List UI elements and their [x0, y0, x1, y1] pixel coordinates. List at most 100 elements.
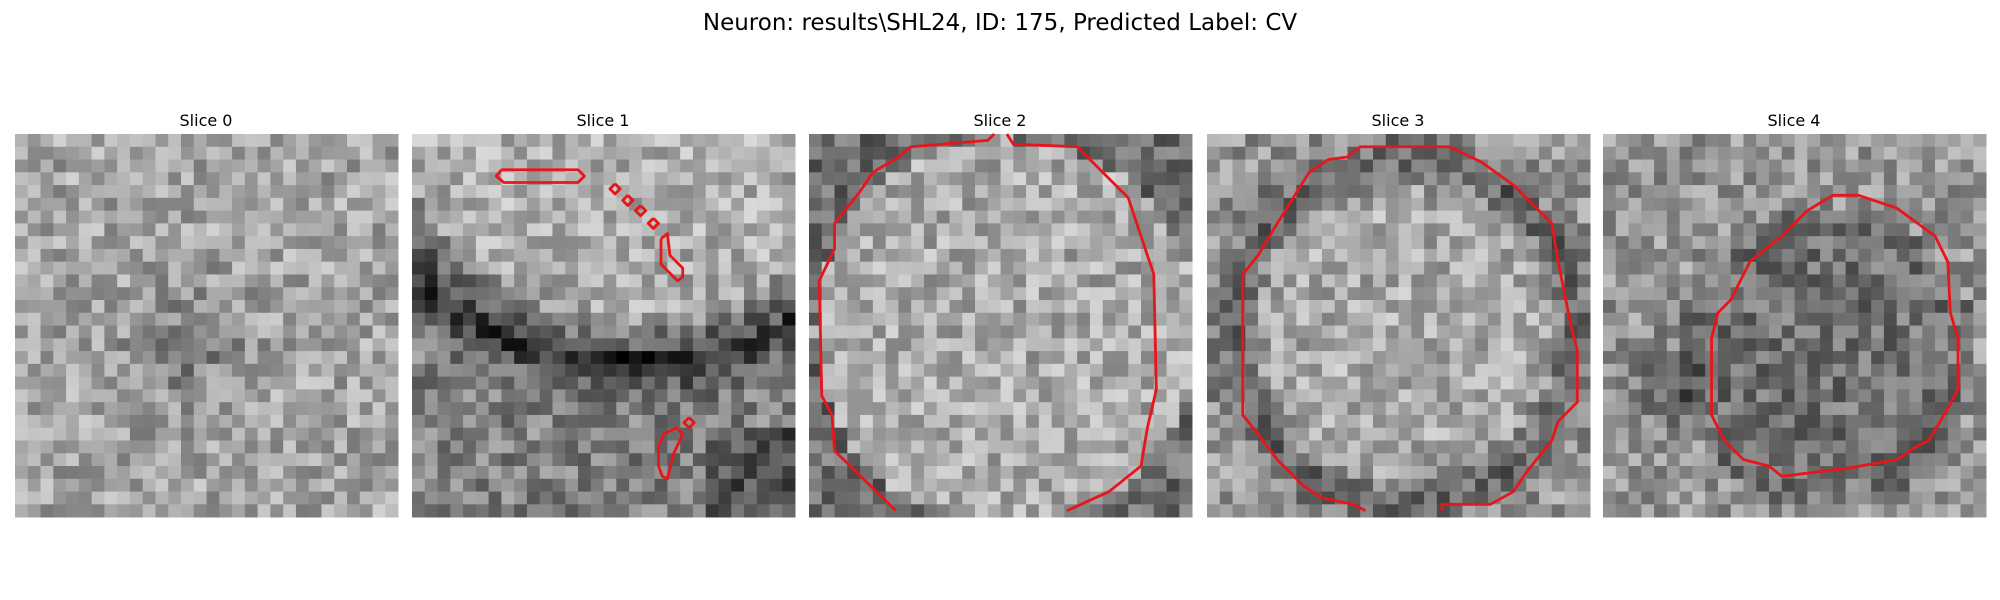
pixel	[1935, 453, 1949, 467]
pixel	[1166, 478, 1180, 492]
pixel	[936, 300, 950, 314]
pixel	[15, 478, 29, 492]
pixel	[501, 491, 515, 505]
pixel	[1654, 261, 1668, 275]
pixel	[66, 363, 80, 378]
pixel	[1666, 363, 1681, 378]
pixel	[1500, 248, 1514, 263]
pixel	[1462, 159, 1476, 173]
pixel	[692, 210, 707, 224]
pixel	[1089, 261, 1104, 275]
pixel	[1270, 389, 1285, 403]
pixel	[1858, 210, 1872, 224]
pixel	[1013, 248, 1027, 263]
pixel	[911, 351, 925, 365]
pixel	[295, 300, 310, 314]
pixel	[1128, 325, 1142, 339]
pixel	[1896, 440, 1910, 454]
pixel	[129, 325, 144, 339]
pixel	[15, 491, 29, 505]
pixel	[295, 236, 310, 250]
pixel	[1666, 236, 1681, 250]
pixel	[1347, 197, 1361, 212]
pixel	[1756, 427, 1770, 441]
pixel	[219, 325, 233, 339]
pixel	[1051, 491, 1065, 505]
pixel	[1232, 236, 1246, 250]
pixel	[1270, 261, 1285, 275]
pixel	[1947, 440, 1961, 454]
pixel	[1641, 210, 1655, 224]
pixel	[629, 363, 643, 378]
pixel	[1089, 504, 1104, 518]
pixel	[514, 287, 528, 301]
pixel	[1526, 300, 1540, 314]
pixel	[40, 287, 54, 301]
pixel	[1679, 134, 1693, 148]
pixel	[744, 338, 758, 352]
pixel	[809, 440, 823, 454]
pixel	[1219, 414, 1233, 429]
pixel	[1064, 440, 1078, 454]
pixel	[860, 376, 874, 390]
pixel	[565, 287, 579, 301]
pixel	[1347, 134, 1361, 148]
pixel	[78, 478, 93, 492]
pixel	[91, 440, 105, 454]
pixel	[1909, 172, 1923, 186]
pixel	[1730, 172, 1744, 186]
pixel	[1858, 312, 1872, 326]
pixel	[923, 363, 938, 378]
pixel	[117, 466, 131, 480]
pixel	[501, 261, 515, 275]
pixel	[1615, 300, 1629, 314]
pixel	[1564, 134, 1578, 148]
pixel	[692, 223, 707, 237]
pixel	[1641, 248, 1655, 263]
pixel	[1909, 491, 1923, 505]
pixel	[860, 223, 874, 237]
pixel	[1128, 414, 1142, 429]
pixel	[641, 453, 656, 467]
pixel	[232, 389, 246, 403]
pixel	[1654, 248, 1668, 263]
pixel	[1794, 172, 1808, 186]
pixel	[1539, 146, 1553, 160]
pixel	[1232, 453, 1246, 467]
pixel	[629, 236, 643, 250]
pixel	[1564, 376, 1578, 390]
pixel	[1717, 466, 1732, 480]
pixel	[514, 248, 528, 263]
pixel	[1756, 134, 1770, 148]
contour	[817, 133, 996, 512]
pixel	[539, 491, 553, 505]
pixel	[744, 376, 758, 390]
pixel	[590, 172, 604, 186]
pixel	[1102, 491, 1116, 505]
pixel	[821, 440, 835, 454]
pixel	[705, 312, 719, 326]
pixel	[347, 287, 361, 301]
pixel	[552, 402, 566, 416]
pixel	[629, 453, 643, 467]
pixel	[1064, 172, 1078, 186]
pixel	[40, 491, 54, 505]
pixel	[155, 414, 169, 429]
pixel	[1947, 172, 1961, 186]
pixel	[769, 504, 783, 518]
pixel	[129, 389, 144, 403]
pixel	[1398, 287, 1412, 301]
pixel	[193, 466, 207, 480]
pixel	[975, 453, 989, 467]
pixel	[270, 210, 284, 224]
pixel	[104, 402, 118, 416]
pixel	[603, 376, 617, 390]
pixel	[412, 389, 426, 403]
pixel	[1309, 478, 1323, 492]
pixel	[257, 478, 271, 492]
pixel	[1960, 146, 1974, 160]
pixel	[1909, 312, 1923, 326]
pixel	[1424, 491, 1438, 505]
pixel	[1462, 287, 1476, 301]
pixel	[705, 223, 719, 237]
